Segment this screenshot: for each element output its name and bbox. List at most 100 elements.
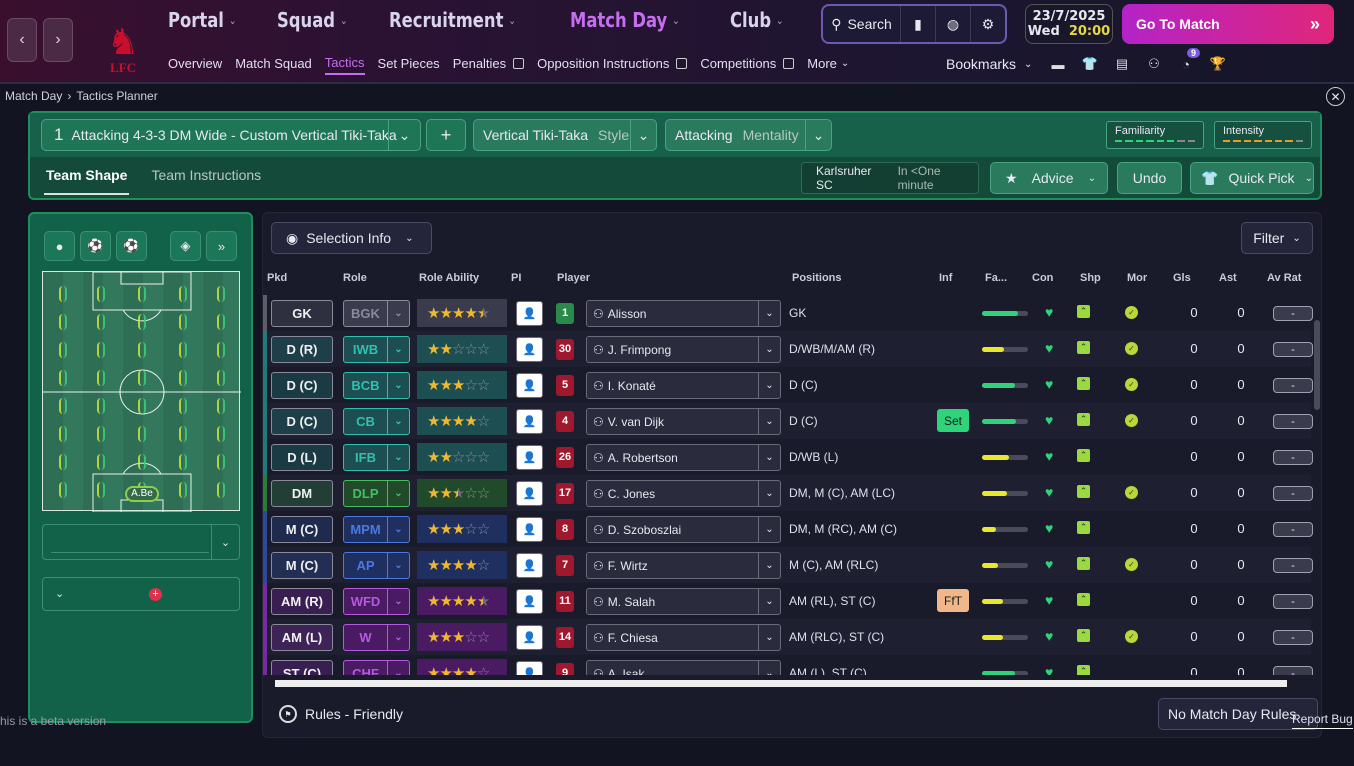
picked-position[interactable]: M (C) [271, 552, 333, 579]
quick-pick-button[interactable]: 👕 Quick Pick ⌄ [1190, 162, 1314, 194]
player-instructions-button[interactable]: 👤 [516, 445, 543, 470]
table-row[interactable]: D (L) IFB ⌄ ★ ★ ☆ ☆ ☆ 👤 26 ⚇ A. Robertson ⌄ D/WB (L) ♥… [263, 439, 1313, 475]
role-selector[interactable]: CB ⌄ [343, 408, 410, 435]
sub-nav-penalties[interactable]: Penalties [453, 55, 525, 75]
inbox-icon[interactable]: ◔ 9 [1174, 48, 1200, 74]
column-header-fa[interactable]: Fa... [985, 272, 1008, 284]
column-header-gls[interactable]: Gls [1173, 272, 1191, 284]
player-selector[interactable]: ⚇ M. Salah ⌄ [586, 588, 781, 615]
pitch-view[interactable]: A.Be [42, 271, 241, 512]
picked-position[interactable]: D (C) [271, 408, 333, 435]
main-nav-recruitment[interactable]: Recruitment ⌄ [389, 8, 516, 32]
search-button[interactable]: ⚲ Search [823, 6, 901, 42]
column-header-mor[interactable]: Mor [1127, 272, 1148, 284]
table-row[interactable]: DM DLP ⌄ ★ ★ ★ ☆ ☆ 👤 17 ⚇ C. Jones ⌄ DM, M (C), AM (L… [263, 475, 1313, 511]
sub-nav-tactics[interactable]: Tactics [324, 55, 365, 75]
bookmark-button[interactable]: ▮ [901, 6, 936, 42]
add-tactic-button[interactable]: + [426, 119, 466, 151]
table-row[interactable]: ST (C) CHF ⌄ ★ ★ ★ ★ ☆ 👤 9 ⚇ A. Isak ⌄ AM (L), ST (C)… [263, 655, 1313, 675]
column-header-inf[interactable]: Inf [939, 272, 953, 284]
column-header-av-rat[interactable]: Av Rat [1267, 272, 1302, 284]
out-of-possession-button[interactable]: ⚽ [116, 231, 147, 261]
column-header-shp[interactable]: Shp [1080, 272, 1101, 284]
forward-button[interactable]: › [43, 18, 73, 62]
picked-position[interactable]: AM (L) [271, 624, 333, 651]
column-header-con[interactable]: Con [1032, 272, 1054, 284]
report-icon[interactable]: ▤ [1115, 56, 1129, 71]
no-match-day-rules-button[interactable]: No Match Day Rules [1158, 698, 1318, 730]
back-button[interactable]: ‹ [7, 18, 37, 62]
table-row[interactable]: M (C) AP ⌄ ★ ★ ★ ★ ☆ 👤 7 ⚇ F. Wirtz ⌄ M (C), AM (RLC)… [263, 547, 1313, 583]
role-selector[interactable]: MPM ⌄ [343, 516, 410, 543]
picked-position[interactable]: D (L) [271, 444, 333, 471]
filter-button[interactable]: Filter ⌄ [1241, 222, 1313, 254]
sub-nav-competitions[interactable]: Competitions [700, 55, 795, 75]
picked-position[interactable]: DM [271, 480, 333, 507]
table-row[interactable]: GK BGK ⌄ ★ ★ ★ ★ ★ 👤 1 ⚇ Alisson ⌄ GK ♥ ⌃ ✓ 0 0- [263, 295, 1313, 331]
column-header-positions[interactable]: Positions [792, 272, 842, 284]
in-possession-button[interactable]: ⚽ [80, 231, 111, 261]
player-instructions-button[interactable]: 👤 [516, 301, 543, 326]
sub-nav-set-pieces[interactable]: Set Pieces [378, 55, 440, 75]
sub-nav-match-squad[interactable]: Match Squad [235, 55, 312, 75]
player-selector[interactable]: ⚇ F. Wirtz ⌄ [586, 552, 781, 579]
pitch-dropdown[interactable]: ⌄ [42, 524, 240, 560]
club-crest[interactable]: ♞ LFC [100, 8, 146, 76]
advice-button[interactable]: ★ Advice ⌄ [990, 162, 1108, 194]
picked-position[interactable]: GK [271, 300, 333, 327]
table-row[interactable]: AM (L) W ⌄ ★ ★ ★ ☆ ☆ 👤 14 ⚇ F. Chiesa ⌄ AM (RLC), ST … [263, 619, 1313, 655]
player-instructions-button[interactable]: 👤 [516, 373, 543, 398]
role-selector[interactable]: BCB ⌄ [343, 372, 410, 399]
player-instructions-button[interactable]: 👤 [516, 409, 543, 434]
player-selector[interactable]: ⚇ I. Konaté ⌄ [586, 372, 781, 399]
player-instructions-button[interactable]: 👤 [516, 661, 543, 675]
role-selector[interactable]: DLP ⌄ [343, 480, 410, 507]
main-nav-match-day[interactable]: Match Day ⌄ [570, 8, 680, 32]
sub-nav-more[interactable]: More ⌄ [807, 55, 849, 75]
chat-icon[interactable]: ▬ [1051, 56, 1065, 72]
settings-button[interactable]: ⚙ [971, 6, 1005, 42]
player-selector[interactable]: ⚇ F. Chiesa ⌄ [586, 624, 781, 651]
role-selector[interactable]: IFB ⌄ [343, 444, 410, 471]
chevron-down-icon[interactable]: ⌄ [55, 588, 65, 600]
role-selector[interactable]: WFD ⌄ [343, 588, 410, 615]
player-instructions-button[interactable]: 👤 [516, 517, 543, 542]
close-button[interactable]: ✕ [1326, 87, 1345, 106]
trophy-icon[interactable]: 🏆 [1209, 56, 1227, 71]
staff-icon[interactable]: ⚇ [1148, 56, 1160, 71]
column-header-pkd[interactable]: Pkd [267, 272, 288, 284]
report-bug-link[interactable]: Report Bug [1292, 712, 1353, 729]
vertical-scrollbar[interactable] [1314, 320, 1320, 410]
player-instructions-button[interactable]: 👤 [516, 481, 543, 506]
familiarity-meter[interactable]: Familiarity [1106, 121, 1204, 149]
shirt-icon[interactable]: 👕 [1081, 56, 1099, 71]
player-instructions-button[interactable]: 👤 [516, 589, 543, 614]
add-player-row[interactable]: ⌄ + [42, 577, 240, 611]
table-row[interactable]: D (C) CB ⌄ ★ ★ ★ ★ ☆ 👤 4 ⚇ V. van Dijk ⌄ D (C) Set ♥ ⌃ ✓ 0… [263, 403, 1313, 439]
add-icon[interactable]: + [149, 588, 162, 601]
table-row[interactable]: D (C) BCB ⌄ ★ ★ ★ ☆ ☆ 👤 5 ⚇ I. Konaté ⌄ D (C) ♥ ⌃ ✓ 0 0- [263, 367, 1313, 403]
table-row[interactable]: M (C) MPM ⌄ ★ ★ ★ ☆ ☆ 👤 8 ⚇ D. Szoboszlai ⌄ DM, M (RC… [263, 511, 1313, 547]
player-instructions-button[interactable]: 👤 [516, 337, 543, 362]
mentality-dropdown[interactable]: Attacking Mentality ⌄ [665, 119, 832, 151]
ball-view-button[interactable]: ● [44, 231, 75, 261]
column-header-player[interactable]: Player [557, 272, 591, 284]
horizontal-scrollbar[interactable] [275, 680, 1287, 687]
player-selector[interactable]: ⚇ D. Szoboszlai ⌄ [586, 516, 781, 543]
tactic-selector[interactable]: 1 Attacking 4-3-3 DM Wide - Custom Verti… [41, 119, 421, 151]
style-dropdown[interactable]: Vertical Tiki-Taka Style ⌄ [473, 119, 657, 151]
bookmarks-menu[interactable]: Bookmarks ⌄ [946, 56, 1032, 72]
role-selector[interactable]: AP ⌄ [343, 552, 410, 579]
column-header-pi[interactable]: PI [511, 272, 522, 284]
sub-nav-overview[interactable]: Overview [168, 55, 222, 75]
player-selector[interactable]: ⚇ C. Jones ⌄ [586, 480, 781, 507]
next-opponent[interactable]: Karlsruher SC In <One minute [801, 162, 979, 194]
player-marker-selected[interactable]: A.Be [125, 486, 159, 502]
expand-button[interactable]: » [206, 231, 237, 261]
world-button[interactable]: ◍ [936, 6, 971, 42]
player-selector[interactable]: ⚇ Alisson ⌄ [586, 300, 781, 327]
column-header-role[interactable]: Role [343, 272, 367, 284]
transition-button[interactable]: ◈ [170, 231, 201, 261]
player-selector[interactable]: ⚇ A. Isak ⌄ [586, 660, 781, 675]
rules-indicator[interactable]: ⚑ Rules - Friendly [279, 705, 403, 723]
